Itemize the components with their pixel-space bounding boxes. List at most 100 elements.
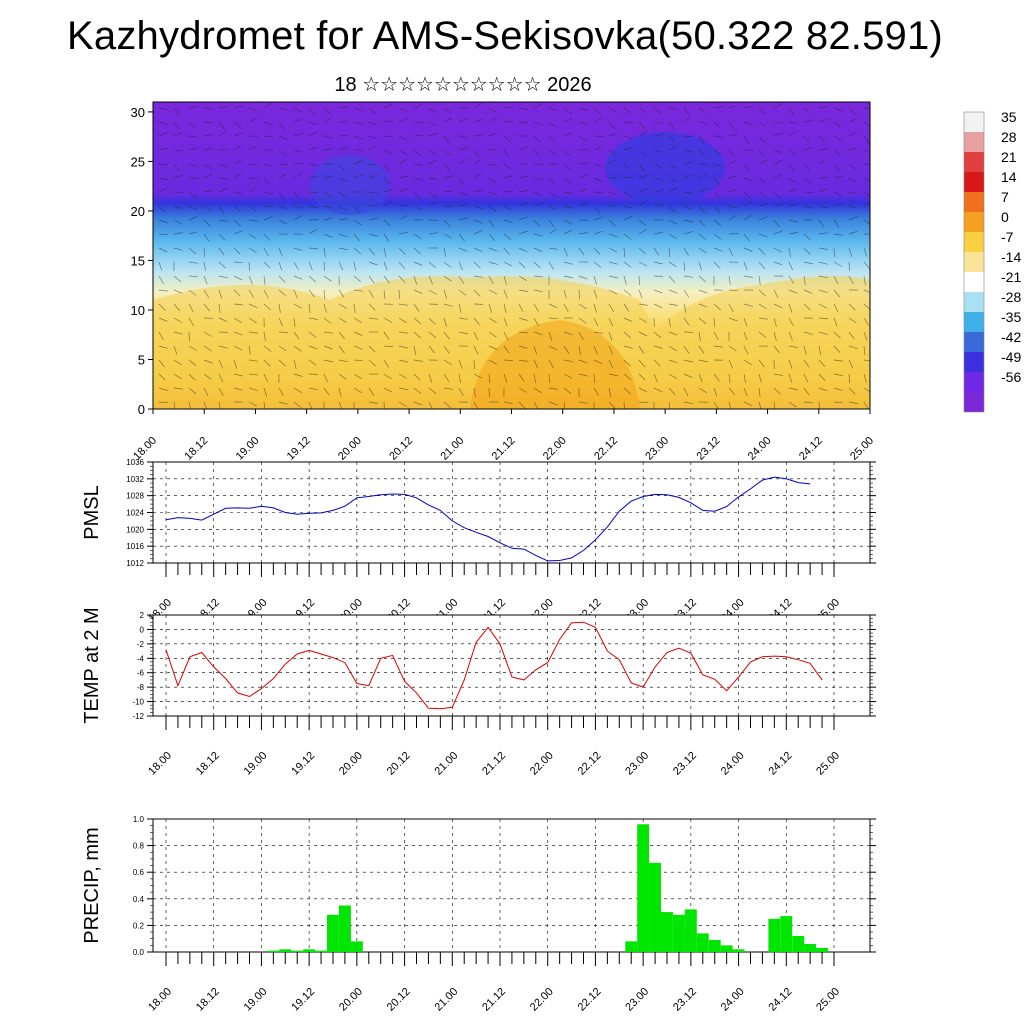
wind-barb [653, 177, 663, 181]
wind-barb [863, 107, 870, 110]
wind-barb [533, 191, 543, 196]
x-tick-label: 18.12 [182, 435, 210, 463]
wind-barb [833, 275, 839, 285]
wind-barb [233, 359, 238, 369]
wind-barb [728, 303, 734, 313]
wind-barb [518, 216, 528, 221]
wind-barb [638, 345, 645, 354]
wind-barb [503, 331, 509, 341]
wind-barb [398, 204, 409, 207]
wind-barb [638, 373, 646, 381]
wind-barb [623, 373, 632, 380]
wind-barb [458, 203, 468, 207]
precip-bar [661, 912, 673, 952]
wind-barb [758, 303, 767, 310]
y-tick-label: 0.0 [133, 948, 145, 957]
wind-barb [398, 317, 407, 324]
wind-barb [353, 135, 363, 140]
wind-barb [338, 387, 342, 397]
wind-barb [158, 289, 168, 292]
wind-barb [773, 121, 783, 124]
wind-barb [158, 177, 168, 181]
wind-barb [263, 135, 274, 138]
y-tick-label: 1028 [126, 492, 144, 501]
wind-barb [788, 163, 796, 172]
wind-barb [413, 233, 422, 240]
wind-barb [158, 373, 166, 381]
wind-barb [398, 261, 406, 270]
wind-barb [833, 317, 838, 327]
wind-barb [293, 215, 302, 221]
wind-barb [398, 215, 408, 221]
wind-barb [533, 331, 543, 336]
wind-barb [203, 289, 209, 298]
wind-barb [278, 247, 283, 257]
wind-barb [473, 118, 483, 123]
wind-barb [173, 132, 183, 137]
wind-barb [428, 261, 437, 269]
wind-barb [803, 107, 812, 114]
wind-barb [728, 373, 731, 383]
wind-barb [383, 219, 391, 227]
wind-barb [728, 121, 735, 130]
wind-barb [473, 205, 483, 210]
wind-barb [623, 146, 633, 151]
wind-barb [683, 161, 693, 165]
y-tick-label: 30 [131, 105, 145, 120]
precip-bar [816, 948, 828, 952]
wind-barb [638, 401, 649, 404]
wind-barb [683, 303, 687, 313]
wind-barb [668, 233, 677, 239]
wind-barb [503, 401, 513, 404]
wind-barb [518, 373, 525, 382]
wind-barb [593, 345, 598, 355]
wind-barb [308, 205, 318, 209]
wind-barb [218, 106, 228, 109]
wind-barb [368, 204, 378, 207]
wind-barb [158, 132, 168, 137]
x-tick-label: 20.00 [337, 750, 365, 778]
wind-barb [593, 317, 599, 327]
wind-barb [698, 261, 703, 271]
x-tick-label: 22.12 [576, 986, 604, 1014]
y-tick-label: -6 [137, 669, 145, 678]
wind-barb [848, 373, 851, 384]
wind-barb [278, 149, 286, 157]
wind-barb [473, 134, 483, 137]
wind-barb [653, 359, 661, 367]
y-tick-label: 1024 [126, 509, 144, 518]
colorbar-label: -7 [1001, 229, 1014, 245]
wind-barb [638, 228, 647, 235]
wind-barb [593, 177, 603, 183]
wind-barb [473, 359, 475, 370]
wind-barb [263, 275, 266, 285]
y-tick-label: 25 [131, 154, 145, 169]
wind-barb [833, 163, 840, 172]
wind-barb [158, 163, 168, 166]
wind-barb [353, 345, 363, 350]
wind-barb [473, 317, 480, 326]
wind-barb [773, 303, 783, 309]
wind-barb [593, 146, 603, 151]
wind-barb [383, 120, 393, 123]
wind-barb [278, 121, 285, 130]
colorbar-swatch [964, 392, 984, 412]
wind-barb [368, 359, 376, 367]
wind-barb [488, 247, 498, 252]
y-tick-label: 10 [131, 303, 145, 318]
colorbar-swatch [964, 372, 984, 392]
wind-barb [173, 232, 183, 235]
wind-barb [263, 359, 271, 367]
wind-barb [158, 233, 169, 235]
wind-barb [818, 359, 826, 367]
wind-barb [593, 117, 603, 123]
wind-barb [293, 118, 303, 123]
wind-barb [818, 158, 827, 165]
wind-barb [443, 331, 450, 340]
wind-barb [833, 303, 839, 313]
wind-barb [188, 261, 198, 264]
wind-barb [338, 163, 346, 172]
wind-barb [833, 345, 841, 353]
wind-barb [488, 345, 498, 350]
